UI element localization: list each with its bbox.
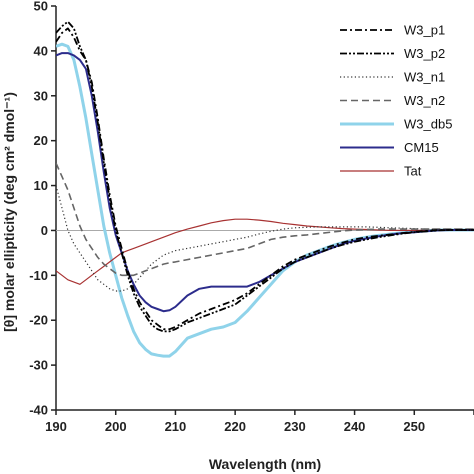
axes bbox=[55, 6, 474, 411]
legend-label-w3-n1: W3_n1 bbox=[404, 70, 445, 85]
legend-label-w3-db5: W3_db5 bbox=[404, 117, 452, 132]
y-tick-label: -30 bbox=[29, 358, 48, 373]
x-axis-title: Wavelength (nm) bbox=[209, 456, 321, 472]
legend-label-tat: Tat bbox=[404, 164, 422, 179]
legend-label-cm15: CM15 bbox=[404, 140, 439, 155]
y-tick-label: 0 bbox=[41, 223, 48, 238]
series-line-cm15 bbox=[56, 52, 474, 313]
legend-label-w3-p2: W3_p2 bbox=[404, 46, 445, 61]
y-axis-title: [θ] molar ellipticity (deg cm² dmol⁻¹) bbox=[1, 92, 17, 332]
legend: W3_p1 W3_p2 W3_n1 W3_n2 W3_db5 CM15 Tat bbox=[340, 23, 452, 179]
tick-layer: -40 -30 -20 -10 0 10 20 30 40 50 190 200 210 220 230 24… bbox=[29, 0, 474, 434]
x-tick-label: 230 bbox=[284, 419, 306, 434]
y-tick-label: -40 bbox=[29, 403, 48, 418]
y-tick-label: -10 bbox=[29, 268, 48, 283]
series-line-w3-n1 bbox=[56, 185, 474, 292]
y-tick-label: -20 bbox=[29, 313, 48, 328]
series-line-w3-p2 bbox=[56, 20, 474, 333]
legend-label-w3-n2: W3_n2 bbox=[404, 93, 445, 108]
series-layer bbox=[56, 20, 474, 358]
x-tick-label: 210 bbox=[165, 419, 187, 434]
x-tick-label: 250 bbox=[403, 419, 425, 434]
y-tick-label: 50 bbox=[34, 0, 48, 14]
x-tick-label: 190 bbox=[45, 419, 67, 434]
series-line-w3-n2 bbox=[56, 162, 474, 277]
y-tick-label: 40 bbox=[34, 43, 48, 58]
y-tick-label: 20 bbox=[34, 133, 48, 148]
series-line-w3-db5 bbox=[56, 42, 474, 358]
series-line-w3-p1 bbox=[56, 27, 474, 331]
x-tick-label: 200 bbox=[105, 419, 127, 434]
series-line-tat bbox=[56, 218, 474, 285]
legend-label-w3-p1: W3_p1 bbox=[404, 23, 445, 38]
x-tick-label: 220 bbox=[224, 419, 246, 434]
y-tick-label: 30 bbox=[34, 88, 48, 103]
y-tick-label: 10 bbox=[34, 178, 48, 193]
x-tick-label: 240 bbox=[344, 419, 366, 434]
